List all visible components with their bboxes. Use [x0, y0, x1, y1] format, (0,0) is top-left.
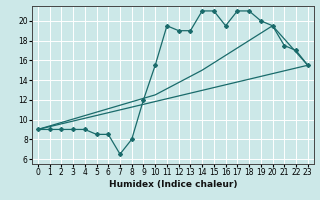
X-axis label: Humidex (Indice chaleur): Humidex (Indice chaleur): [108, 180, 237, 189]
